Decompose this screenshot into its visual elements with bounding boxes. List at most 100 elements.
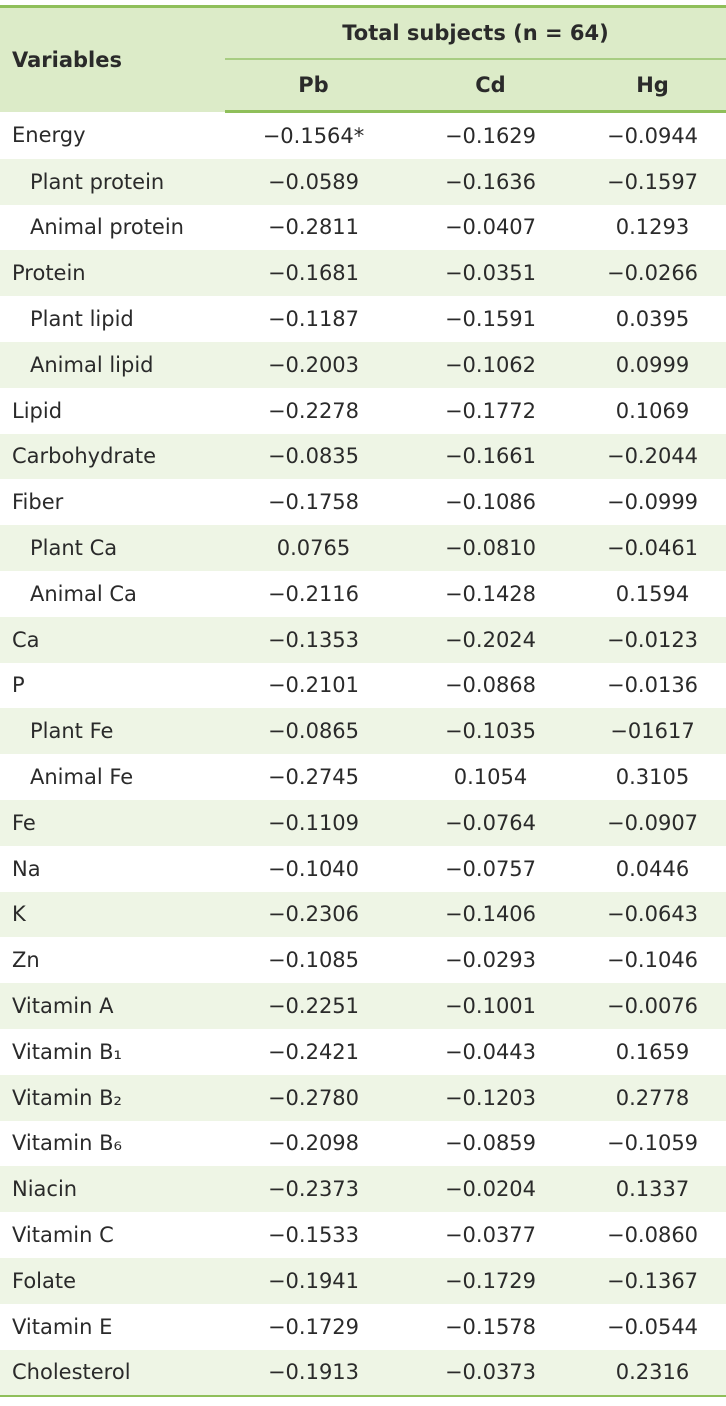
table-row: Animal lipid −0.2003 −0.1062 0.0999 bbox=[0, 341, 726, 388]
cell: −0.0377 bbox=[444, 1223, 537, 1248]
row-label: Animal Ca bbox=[30, 581, 137, 606]
table-row: Fe −0.1109 −0.0764 −0.0907 bbox=[0, 799, 726, 846]
cell: −0.2116 bbox=[267, 581, 360, 606]
cell: −0.1913 bbox=[225, 1349, 402, 1398]
cell: −0.0907 bbox=[579, 799, 726, 846]
table-row: Plant Ca 0.0765 −0.0810 −0.0461 bbox=[0, 525, 726, 571]
row-label: Plant protein bbox=[0, 158, 225, 205]
table-row: Plant Fe −0.0865 −0.1035 −01617 bbox=[0, 708, 726, 755]
table-row: Vitamin E −0.1729 −0.1578 −0.0544 bbox=[0, 1304, 726, 1350]
cell: −0.0810 bbox=[402, 525, 579, 571]
row-label: Plant Fe bbox=[0, 708, 225, 755]
table-row: Carbohydrate −0.0835 −0.1661 −0.2044 bbox=[0, 433, 726, 480]
cell: −0.0204 bbox=[402, 1166, 579, 1213]
cell: −0.0123 bbox=[579, 616, 726, 663]
cell: −0.1578 bbox=[444, 1314, 537, 1339]
cell: 0.1293 bbox=[615, 215, 690, 240]
cell: −0.0643 bbox=[579, 891, 726, 938]
table-row: Protein −0.1681 −0.0351 −0.0266 bbox=[0, 250, 726, 297]
cell: −0.0764 bbox=[402, 799, 579, 846]
cell: −0.0443 bbox=[444, 1039, 537, 1064]
table-header: Variables Total subjects (n = 64) Pb Cd Hg bbox=[0, 5, 726, 113]
cell: −0.1109 bbox=[225, 799, 402, 846]
cell: 0.0999 bbox=[579, 341, 726, 388]
table-row: Ca −0.1353 −0.2024 −0.0123 bbox=[0, 616, 726, 663]
cell: −0.0859 bbox=[444, 1131, 537, 1156]
cell: −0.1035 bbox=[402, 708, 579, 755]
cell: −0.2780 bbox=[225, 1074, 402, 1121]
cell: 0.0765 bbox=[225, 525, 402, 571]
table-row: Animal protein −0.2811 −0.0407 0.1293 bbox=[0, 205, 726, 251]
cell: −0.1681 bbox=[225, 250, 402, 297]
cell: −0.0757 bbox=[444, 856, 537, 881]
table-row: Niacin −0.2373 −0.0204 0.1337 bbox=[0, 1166, 726, 1213]
cell: −0.1085 bbox=[267, 948, 360, 973]
row-label: Vitamin C bbox=[12, 1223, 114, 1248]
table-row: Vitamin B₁ −0.2421 −0.0443 0.1659 bbox=[0, 1029, 726, 1075]
table-row: Na −0.1040 −0.0757 0.0446 bbox=[0, 846, 726, 892]
header-cell: Total subjects (n = 64) bbox=[225, 5, 726, 60]
cell: −0.1636 bbox=[402, 158, 579, 205]
table-row: Animal Ca −0.2116 −0.1428 0.1594 bbox=[0, 571, 726, 617]
cell: −0.1062 bbox=[402, 341, 579, 388]
row-label: Plant lipid bbox=[30, 307, 134, 332]
row-label: Vitamin A bbox=[0, 983, 225, 1029]
cell: −01617 bbox=[579, 708, 726, 755]
cell: 0.1594 bbox=[615, 581, 690, 606]
cell: −0.1758 bbox=[267, 490, 360, 515]
row-label: Fe bbox=[0, 799, 225, 846]
row-label: Fiber bbox=[12, 490, 64, 515]
cell: −0.1772 bbox=[444, 398, 537, 423]
table-row: Folate −0.1941 −0.1729 −0.1367 bbox=[0, 1257, 726, 1304]
cell: −0.0407 bbox=[444, 215, 537, 240]
cell: −0.1353 bbox=[225, 616, 402, 663]
row-label: P bbox=[12, 673, 25, 698]
row-label: Vitamin B₂ bbox=[0, 1074, 225, 1121]
cell: −0.1597 bbox=[579, 158, 726, 205]
cell: −0.2044 bbox=[579, 433, 726, 480]
table-row: Animal Fe −0.2745 0.1054 0.3105 bbox=[0, 754, 726, 800]
cell: 0.1337 bbox=[579, 1166, 726, 1213]
cell: −0.0589 bbox=[225, 158, 402, 205]
cell: −0.1629 bbox=[444, 123, 537, 148]
cell: 0.1069 bbox=[615, 398, 690, 423]
row-label: Energy bbox=[12, 123, 86, 148]
cell: −0.0999 bbox=[606, 490, 699, 515]
cell: −0.1941 bbox=[225, 1257, 402, 1304]
header-cell: Variables bbox=[0, 5, 225, 112]
cell: −0.0351 bbox=[402, 250, 579, 297]
row-label: Ca bbox=[0, 616, 225, 663]
row-label: Vitamin B₁ bbox=[12, 1039, 122, 1064]
cell: −0.1729 bbox=[402, 1257, 579, 1304]
cell: −0.0136 bbox=[606, 673, 699, 698]
cell: −0.1406 bbox=[402, 891, 579, 938]
cell: −0.1428 bbox=[444, 581, 537, 606]
cell: −0.1591 bbox=[444, 307, 537, 332]
table-row: Plant protein −0.0589 −0.1636 −0.1597 bbox=[0, 158, 726, 205]
page: Variables Total subjects (n = 64) Pb Cd Hg… bbox=[0, 5, 726, 1406]
cell: −0.2306 bbox=[225, 891, 402, 938]
header-cell: Cd bbox=[402, 59, 579, 113]
cell: 0.3105 bbox=[615, 765, 690, 790]
cell: −0.0860 bbox=[606, 1223, 699, 1248]
cell: −0.1046 bbox=[606, 948, 699, 973]
cell: −0.2811 bbox=[267, 215, 360, 240]
header-cell: Pb bbox=[225, 59, 402, 113]
cell: −0.0266 bbox=[579, 250, 726, 297]
cell: −0.2251 bbox=[225, 983, 402, 1029]
cell: −0.2745 bbox=[267, 765, 360, 790]
row-label: Folate bbox=[0, 1257, 225, 1304]
cell: −0.0868 bbox=[444, 673, 537, 698]
table-row: P −0.2101 −0.0868 −0.0136 bbox=[0, 663, 726, 709]
table-row: Zn −0.1085 −0.0293 −0.1046 bbox=[0, 937, 726, 983]
table-row: K −0.2306 −0.1406 −0.0643 bbox=[0, 891, 726, 938]
table-body: Energy −0.1564* −0.1629 −0.0944 Plant protei… bbox=[0, 112, 726, 1398]
cell: −0.2098 bbox=[267, 1131, 360, 1156]
row-label: Vitamin E bbox=[12, 1314, 113, 1339]
row-label: Plant Ca bbox=[0, 525, 225, 571]
cell: 0.2316 bbox=[579, 1349, 726, 1398]
table-row: Energy −0.1564* −0.1629 −0.0944 bbox=[0, 112, 726, 159]
table-row: Plant lipid −0.1187 −0.1591 0.0395 bbox=[0, 296, 726, 342]
row-label: Cholesterol bbox=[0, 1349, 225, 1398]
cell: −0.1203 bbox=[402, 1074, 579, 1121]
